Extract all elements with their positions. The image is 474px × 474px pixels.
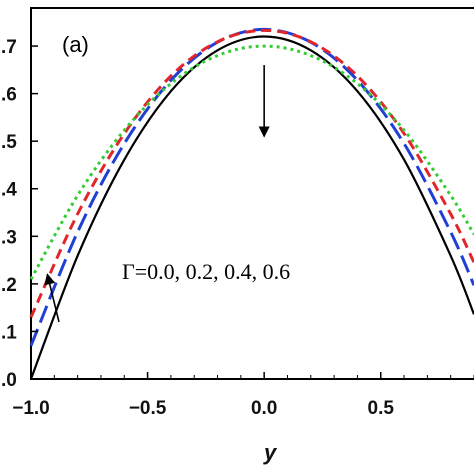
x-tick-label: −0.5 (129, 398, 167, 419)
x-axis-title: y (263, 440, 278, 465)
panel-label: (a) (62, 32, 89, 57)
x-tick-label: 0.0 (251, 398, 277, 419)
y-tick-label: .6 (1, 85, 17, 106)
trend-arrow-2 (44, 273, 60, 323)
y-tick-label: .5 (1, 132, 17, 153)
x-tick-label: −1.0 (12, 398, 50, 419)
series-line-4 (29, 44, 474, 280)
y-tick-label: .2 (1, 275, 17, 296)
y-tick-label: .3 (1, 227, 17, 248)
gamma-annotation: Γ=0.0, 0.2, 0.4, 0.6 (122, 259, 290, 284)
plot-frame (30, 7, 474, 380)
y-tick-label: .7 (1, 37, 17, 58)
x-tick-label: 0.5 (368, 398, 395, 419)
y-tick-label: .4 (1, 180, 17, 201)
y-tick-label: .1 (1, 322, 17, 343)
series-line-3 (29, 28, 474, 318)
y-tick-label: .0 (1, 370, 17, 391)
series-line-1 (29, 35, 474, 380)
series-line-2 (29, 27, 474, 347)
